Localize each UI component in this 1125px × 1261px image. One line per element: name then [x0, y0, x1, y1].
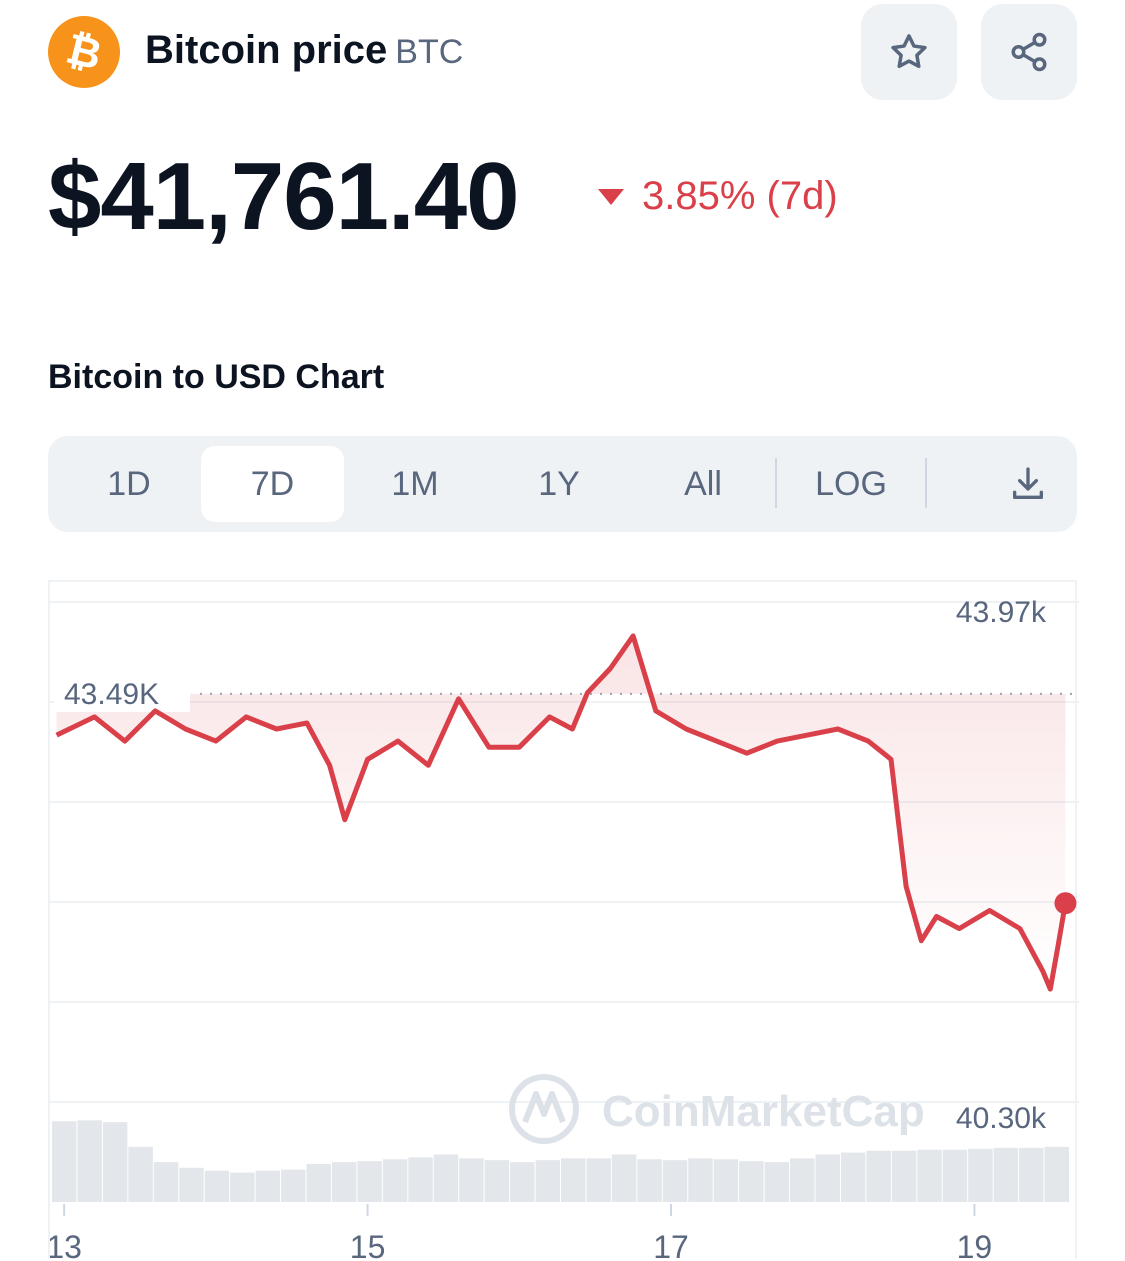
volume-bar [484, 1160, 510, 1202]
high-price-label: 43.97k [956, 596, 1047, 629]
volume-bar [204, 1170, 230, 1202]
volume-bar [331, 1162, 357, 1202]
volume-bar [306, 1164, 331, 1202]
coin-header: ₿ Bitcoin price BTC [48, 4, 1078, 100]
reference-label-bg [54, 671, 190, 712]
volume-bar [637, 1159, 662, 1202]
volume-bar [662, 1160, 688, 1202]
volume-bar [739, 1161, 764, 1202]
price-line [55, 633, 1068, 992]
tab-1y[interactable]: 1Y [538, 464, 580, 503]
download-button[interactable] [978, 446, 1078, 522]
caret-down-icon [598, 188, 624, 205]
tab-divider [775, 458, 777, 508]
range-tabs: 1D 7D 1M 1Y All LOG [48, 436, 1077, 532]
price-chart[interactable]: CoinMarketCap 43.49K 43.97k 40.30k 13 15 1… [48, 580, 1079, 1261]
volume-bar [510, 1162, 535, 1202]
volume-bar [840, 1152, 866, 1202]
volume-bar [993, 1147, 1019, 1202]
reference-price-label: 43.49K [64, 678, 159, 711]
volume-bar [77, 1120, 102, 1202]
volume-bar [255, 1170, 281, 1202]
watermark-text: CoinMarketCap [602, 1087, 925, 1136]
share-icon [1011, 32, 1047, 72]
volume-bar [942, 1149, 968, 1202]
x-tick-label: 15 [350, 1229, 386, 1261]
volume-bar [230, 1172, 255, 1202]
volume-bar [586, 1158, 611, 1202]
volume-bar [891, 1150, 917, 1202]
watermark: CoinMarketCap [509, 1074, 925, 1144]
volume-bar [102, 1122, 128, 1202]
volume-bar [1044, 1146, 1069, 1202]
current-price: $41,761.40 [48, 143, 519, 250]
volume-bar [408, 1157, 433, 1202]
price-change: 3.85% (7d) [598, 174, 838, 219]
star-icon [891, 34, 927, 69]
x-tick-label: 17 [653, 1229, 689, 1261]
volume-bar [917, 1149, 942, 1202]
price-chart-svg: CoinMarketCap 43.49K 43.97k 40.30k 13 15 1… [50, 596, 1079, 1261]
volume-bar [815, 1154, 840, 1202]
volume-bar [611, 1154, 637, 1202]
volume-bar [459, 1158, 484, 1202]
volume-bar [968, 1148, 993, 1202]
volume-bar [179, 1167, 204, 1202]
x-tick-label: 13 [50, 1229, 82, 1261]
tab-1m[interactable]: 1M [391, 464, 439, 503]
tab-1d[interactable]: 1D [107, 464, 151, 503]
volume-bar [535, 1160, 560, 1202]
tab-all[interactable]: All [684, 464, 722, 503]
x-tick-label: 19 [957, 1229, 993, 1261]
volume-bar [713, 1159, 739, 1202]
volume-bar [1019, 1147, 1044, 1202]
log-toggle[interactable]: LOG [815, 464, 887, 503]
coin-name: Bitcoin price BTC [145, 28, 463, 73]
volume-bar [866, 1150, 891, 1202]
volume-bar [764, 1162, 790, 1202]
watchlist-button[interactable] [861, 4, 957, 100]
current-price-point [1054, 892, 1077, 915]
price-change-value: 3.85% (7d) [642, 174, 838, 218]
share-button[interactable] [981, 4, 1077, 100]
price-area [56, 635, 1066, 990]
volume-bar [790, 1158, 815, 1202]
low-price-label: 40.30k [956, 1102, 1047, 1135]
volume-bar [153, 1162, 179, 1202]
coin-symbol: BTC [395, 33, 464, 71]
download-icon [1013, 467, 1043, 499]
bitcoin-logo-icon: ₿ [48, 16, 120, 88]
volume-bar [433, 1154, 459, 1202]
coin-name-label: Bitcoin price [145, 28, 388, 72]
volume-bar [688, 1158, 713, 1202]
tab-7d[interactable]: 7D [201, 446, 344, 522]
tab-divider [925, 458, 927, 508]
chart-title: Bitcoin to USD Chart [48, 358, 385, 396]
volume-bar [357, 1161, 382, 1202]
volume-bar [561, 1158, 586, 1202]
volume-bar [52, 1121, 77, 1202]
volume-bar [128, 1146, 153, 1202]
volume-bar [382, 1159, 408, 1202]
volume-bar [281, 1169, 306, 1202]
